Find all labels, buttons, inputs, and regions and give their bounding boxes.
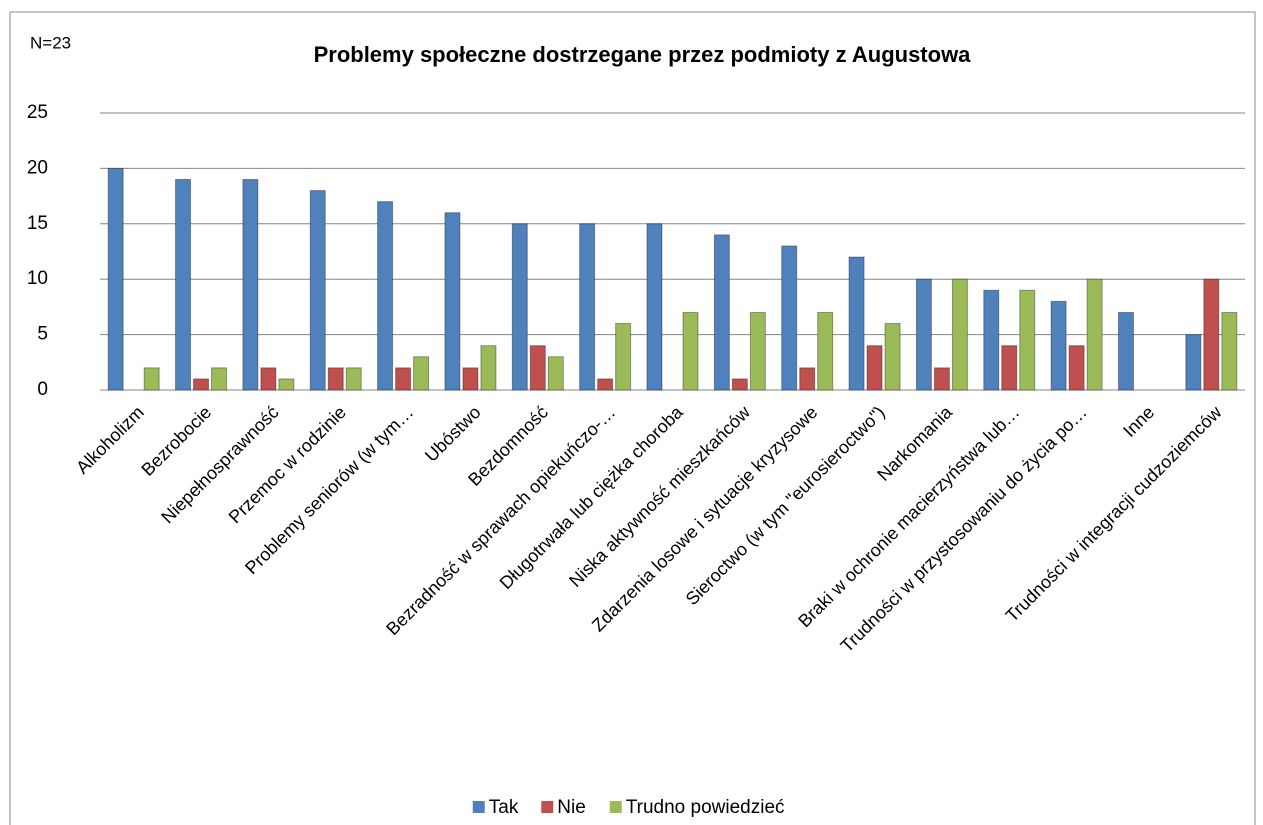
x-tick-label: Ubóstwo xyxy=(421,402,485,466)
bar xyxy=(1068,345,1085,391)
legend-swatch xyxy=(472,801,485,813)
bar xyxy=(781,245,798,391)
bar xyxy=(951,278,968,391)
bar xyxy=(682,311,699,391)
chart-title: Problemy społeczne dostrzegane przez pod… xyxy=(314,42,972,67)
legend-swatch xyxy=(541,801,554,813)
y-tick-label: 0 xyxy=(37,379,48,400)
bar xyxy=(278,378,295,391)
bar xyxy=(799,367,816,391)
y-tick-label: 5 xyxy=(37,324,48,345)
bar xyxy=(1185,334,1202,391)
bar xyxy=(1050,300,1067,391)
bar xyxy=(143,367,160,391)
bar xyxy=(817,311,834,391)
x-tick-label: Trudności w integracji cudzoziemców xyxy=(1002,401,1226,625)
bar xyxy=(211,367,228,391)
bar xyxy=(933,367,950,391)
bar xyxy=(1019,289,1036,391)
x-tick-label: Inne xyxy=(1119,402,1158,441)
chart-frame xyxy=(9,11,1256,825)
y-tick-label: 20 xyxy=(27,157,48,178)
legend-label: Trudno powiedzieć xyxy=(626,797,785,818)
bar xyxy=(1221,311,1238,391)
bar xyxy=(345,367,362,391)
bar xyxy=(444,212,461,391)
bar xyxy=(866,345,883,391)
x-tick-label: Przemoc w rodzinie xyxy=(225,402,350,527)
bar xyxy=(579,223,596,391)
bar xyxy=(107,167,124,391)
bar xyxy=(309,190,326,391)
legend-label: Tak xyxy=(489,797,519,818)
bar xyxy=(547,356,564,391)
legend-label: Nie xyxy=(557,797,586,818)
legend-swatch xyxy=(609,801,622,813)
x-tick-label: Niepełnosprawność xyxy=(157,402,282,527)
y-tick-label: 10 xyxy=(27,268,48,289)
bar xyxy=(413,356,430,391)
bar xyxy=(884,323,901,391)
bar xyxy=(1086,278,1103,391)
bar xyxy=(848,256,865,391)
bar xyxy=(377,201,394,391)
bar xyxy=(646,223,663,391)
annotation: N=23 xyxy=(30,33,71,52)
bar xyxy=(175,178,192,391)
bar xyxy=(1203,278,1220,391)
x-tick-label: Alkoholizm xyxy=(72,402,148,478)
bar xyxy=(462,367,479,391)
bar xyxy=(1001,345,1018,391)
bar xyxy=(242,178,259,391)
bar xyxy=(529,345,546,391)
bar xyxy=(983,289,1000,391)
bar xyxy=(327,367,344,391)
bar xyxy=(395,367,412,391)
bar xyxy=(193,378,210,391)
bar xyxy=(511,223,528,391)
bar xyxy=(1117,311,1134,391)
bar xyxy=(260,367,277,391)
bar xyxy=(749,311,766,391)
x-tick-label: Trudności w przystosowaniu do życia po… xyxy=(837,402,1091,656)
bar xyxy=(731,378,748,391)
y-tick-label: 15 xyxy=(27,213,48,234)
bar xyxy=(597,378,614,391)
x-tick-label: Bezradność w sprawach opiekuńczo-… xyxy=(382,402,619,639)
y-tick-label: 25 xyxy=(27,102,48,123)
bar xyxy=(480,345,497,391)
bar xyxy=(713,234,730,391)
bar xyxy=(615,323,632,391)
bar xyxy=(915,278,932,391)
